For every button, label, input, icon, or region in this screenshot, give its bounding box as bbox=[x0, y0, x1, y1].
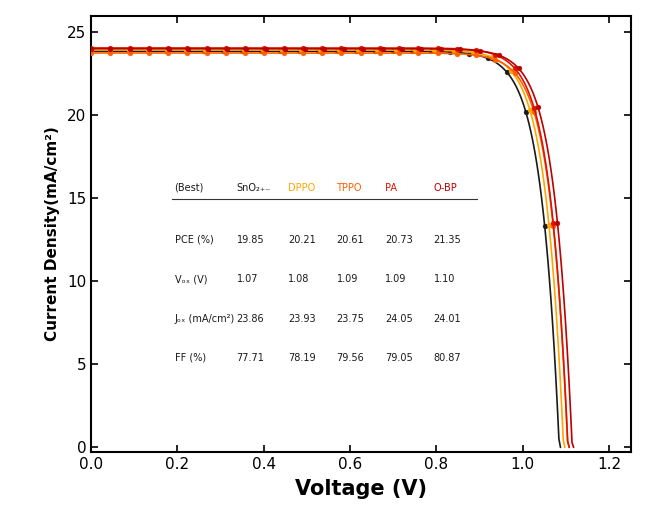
Text: 79.05: 79.05 bbox=[385, 353, 413, 363]
Text: 20.61: 20.61 bbox=[337, 235, 364, 245]
Text: 23.75: 23.75 bbox=[337, 314, 365, 323]
Text: Jₒₓ (mA/cm²): Jₒₓ (mA/cm²) bbox=[175, 314, 235, 323]
X-axis label: Voltage (V): Voltage (V) bbox=[294, 479, 427, 499]
Text: O-BP: O-BP bbox=[434, 183, 458, 192]
Text: 1.09: 1.09 bbox=[337, 274, 358, 284]
Text: SnO₂₊₋: SnO₂₊₋ bbox=[237, 183, 271, 192]
Text: PA: PA bbox=[385, 183, 397, 192]
Text: 80.87: 80.87 bbox=[434, 353, 461, 363]
Text: DPPO: DPPO bbox=[288, 183, 315, 192]
Text: 23.93: 23.93 bbox=[288, 314, 315, 323]
Y-axis label: Current Density(mA/cm²): Current Density(mA/cm²) bbox=[45, 127, 60, 341]
Text: 20.73: 20.73 bbox=[385, 235, 413, 245]
Text: 78.19: 78.19 bbox=[288, 353, 315, 363]
Text: 1.10: 1.10 bbox=[434, 274, 455, 284]
Text: Vₒₓ (V): Vₒₓ (V) bbox=[175, 274, 207, 284]
Text: 1.09: 1.09 bbox=[385, 274, 406, 284]
Text: 77.71: 77.71 bbox=[237, 353, 265, 363]
Text: 79.56: 79.56 bbox=[337, 353, 364, 363]
Text: (Best): (Best) bbox=[175, 183, 204, 192]
Text: 24.01: 24.01 bbox=[434, 314, 461, 323]
Text: 1.07: 1.07 bbox=[237, 274, 258, 284]
Text: 19.85: 19.85 bbox=[237, 235, 265, 245]
Text: TPPO: TPPO bbox=[337, 183, 362, 192]
Text: 1.08: 1.08 bbox=[288, 274, 309, 284]
Text: 24.05: 24.05 bbox=[385, 314, 413, 323]
Text: 21.35: 21.35 bbox=[434, 235, 461, 245]
Text: PCE (%): PCE (%) bbox=[175, 235, 213, 245]
Text: 23.86: 23.86 bbox=[237, 314, 265, 323]
Text: FF (%): FF (%) bbox=[175, 353, 206, 363]
Text: 20.21: 20.21 bbox=[288, 235, 316, 245]
